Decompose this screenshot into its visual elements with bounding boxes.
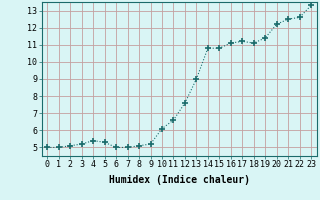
X-axis label: Humidex (Indice chaleur): Humidex (Indice chaleur) [109, 175, 250, 185]
